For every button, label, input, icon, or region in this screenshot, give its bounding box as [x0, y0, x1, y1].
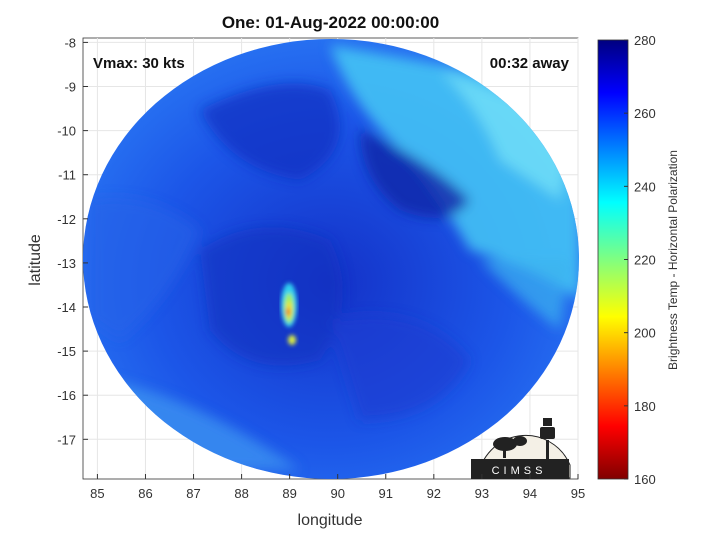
- x-tick-label: 87: [186, 486, 200, 501]
- colorbar-tick-label: 280: [634, 33, 656, 48]
- x-tick-label: 88: [234, 486, 248, 501]
- y-tick-label: -14: [57, 300, 76, 315]
- x-tick-label: 95: [571, 486, 585, 501]
- x-axis-label: longitude: [297, 512, 363, 529]
- x-tick-label: 89: [282, 486, 296, 501]
- y-tick-label: -9: [64, 80, 76, 95]
- y-tick-label: -8: [64, 35, 76, 50]
- vmax-annotation: Vmax: 30 kts: [93, 55, 185, 72]
- colorbar: [597, 39, 629, 480]
- y-tick-label: -12: [57, 212, 76, 227]
- plot-title: One: 01-Aug-2022 00:00:00: [221, 13, 440, 32]
- x-tick-label: 94: [523, 486, 537, 501]
- y-tick-label: -16: [57, 388, 76, 403]
- x-tick-label: 86: [138, 486, 152, 501]
- colorbar-tick-label: 260: [634, 106, 656, 121]
- colorbar-tick-label: 240: [634, 179, 656, 194]
- y-tick-label: -11: [58, 168, 76, 183]
- y-tick-label: -17: [57, 432, 76, 447]
- warm-core: [281, 283, 297, 345]
- y-tick-label: -15: [57, 344, 76, 359]
- colorbar-tick-label: 180: [634, 399, 656, 414]
- colorbar-tick-label: 160: [634, 472, 656, 487]
- y-tick-label: -13: [57, 256, 76, 271]
- cimss-logo-text: CIMSS: [492, 465, 547, 477]
- colorbar-tick-label: 200: [634, 326, 656, 341]
- x-tick-label: 93: [475, 486, 489, 501]
- y-tick-label: -10: [57, 124, 76, 139]
- x-tick-label: 91: [379, 486, 393, 501]
- time-away-annotation: 00:32 away: [490, 55, 570, 72]
- x-tick-label: 90: [330, 486, 344, 501]
- x-tick-label: 92: [427, 486, 441, 501]
- colorbar-tick-label: 220: [634, 253, 656, 268]
- x-tick-label: 85: [90, 486, 104, 501]
